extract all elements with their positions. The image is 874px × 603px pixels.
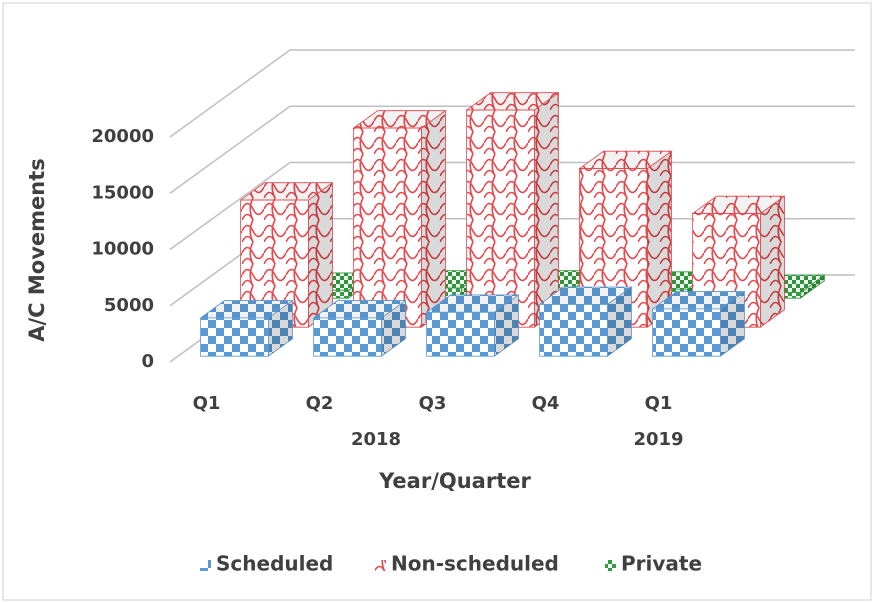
y-tick-label: 10000 <box>91 239 154 260</box>
legend-label: Non-scheduled <box>391 552 559 576</box>
bar-shade <box>534 92 559 328</box>
x-tick-label: Q3 <box>419 393 447 414</box>
x-tick-label: Q1 <box>193 393 221 414</box>
legend-label: Scheduled <box>216 552 333 576</box>
x-tick-label: Q1 <box>645 393 673 414</box>
bar-face <box>539 304 608 357</box>
y-tick-label: 5000 <box>104 295 154 316</box>
y-tick-label: 15000 <box>91 182 154 203</box>
group-label: 2019 <box>633 429 683 450</box>
bar <box>199 299 294 357</box>
legend-swatch <box>200 560 211 571</box>
legend-swatch <box>375 560 386 571</box>
bar-shade <box>494 294 519 357</box>
bar-shade <box>381 300 406 357</box>
legend-label: Private <box>621 552 702 576</box>
bar <box>239 181 334 328</box>
bar-shade <box>313 300 406 318</box>
bar <box>538 286 633 357</box>
bar-face <box>353 127 422 328</box>
bar-shade <box>200 300 293 318</box>
legend-swatch <box>605 560 616 571</box>
bar-shade <box>353 110 446 129</box>
bar <box>465 91 560 328</box>
grid-line <box>169 49 855 138</box>
bar-shade <box>240 182 333 201</box>
bar-shade <box>426 294 519 313</box>
bar-shade <box>720 291 745 357</box>
x-tick-label: Q4 <box>532 393 560 414</box>
group-label: 2018 <box>351 429 401 450</box>
bar <box>312 299 407 357</box>
bar-face <box>313 317 382 357</box>
bar-shade <box>308 182 333 328</box>
bar-face <box>200 317 269 357</box>
bar-face <box>426 311 495 357</box>
bar <box>425 294 520 357</box>
bar-shade <box>466 92 559 111</box>
bar-shade <box>647 151 672 328</box>
bar-shade <box>652 291 745 309</box>
bar-shade <box>421 110 446 328</box>
bar <box>651 290 746 357</box>
bar-shade <box>268 300 293 357</box>
y-tick-label: 20000 <box>91 126 154 147</box>
bar-shade <box>579 151 672 169</box>
bar-shade <box>800 275 825 299</box>
bar-shade <box>760 196 785 328</box>
bar-shade <box>692 196 785 214</box>
grid-line <box>169 105 855 194</box>
bar-shade <box>607 287 632 357</box>
y-axis-title: A/C Movements <box>25 158 49 342</box>
x-tick-label: Q2 <box>306 393 334 414</box>
y-tick-label: 0 <box>141 351 154 372</box>
bar-shade <box>539 287 632 305</box>
x-axis-title: Year/Quarter <box>378 469 531 493</box>
bar <box>352 109 447 328</box>
bar-face <box>652 308 721 357</box>
